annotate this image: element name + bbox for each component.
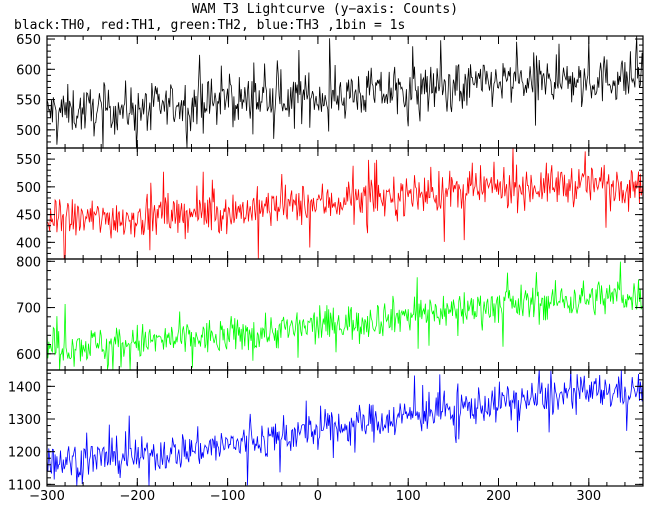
- y-tick-label: 600: [16, 63, 41, 78]
- chart-subtitle: black:TH0, red:TH1, green:TH2, blue:TH3 …: [14, 18, 406, 33]
- x-tick-label: 100: [396, 489, 421, 504]
- series-th0: [46, 35, 644, 149]
- y-tick-label: 1200: [8, 446, 41, 461]
- y-tick-label: 1400: [8, 380, 41, 395]
- y-tick-label: 650: [16, 33, 41, 48]
- y-tick-label: 500: [16, 124, 41, 139]
- y-tick-label: 800: [16, 255, 41, 270]
- x-tick-label: −200: [119, 489, 155, 504]
- x-tick-label: −300: [29, 489, 65, 504]
- y-tick-label: 1100: [8, 478, 41, 493]
- x-tick-label: −100: [210, 489, 246, 504]
- series-th2: [46, 261, 644, 371]
- series-th1: [46, 147, 644, 260]
- y-tick-label: 550: [16, 153, 41, 168]
- y-tick-label: 700: [16, 302, 41, 317]
- x-tick-label: 0: [314, 489, 322, 504]
- panel-frame-th2: [46, 258, 644, 371]
- x-tick-label: 300: [576, 489, 601, 504]
- y-tick-label: 600: [16, 348, 41, 363]
- y-tick-label: 500: [16, 181, 41, 196]
- series-th3: [46, 369, 644, 487]
- y-tick-label: 400: [16, 236, 41, 251]
- y-tick-label: 450: [16, 209, 41, 224]
- x-tick-label: 200: [486, 489, 511, 504]
- y-tick-label: 1300: [8, 413, 41, 428]
- chart-title: WAM T3 Lightcurve (y−axis: Counts): [191, 2, 459, 17]
- y-tick-label: 550: [16, 94, 41, 109]
- panel-frame-th3: [46, 369, 644, 487]
